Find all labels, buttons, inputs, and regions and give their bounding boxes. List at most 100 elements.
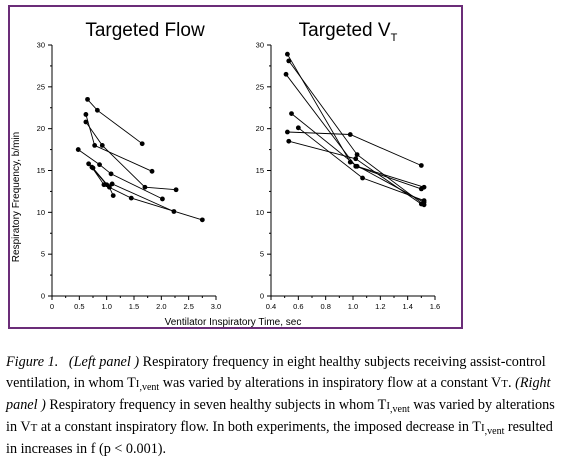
left-x-tick-label: 1.5 <box>129 302 139 311</box>
right-x-tick-label: 1.2 <box>375 302 385 311</box>
right-axes: 0 5 10 15 20 25 30 0.4 0.6 0.8 1.0 1.2 1.4 1.6 <box>256 41 441 312</box>
left-data-point <box>173 187 179 193</box>
left-x-tick-label: 1.0 <box>101 302 111 311</box>
right-data-point <box>421 184 427 190</box>
left-data-point <box>199 217 205 223</box>
left-series-line-4 <box>77 149 163 200</box>
right-panel-title: Targeted VT <box>299 20 398 44</box>
right-data-point <box>421 198 427 204</box>
left-data-point <box>92 143 98 148</box>
left-data-point <box>107 184 112 190</box>
caption-ti-sub-3: ,vent <box>484 426 505 437</box>
right-y-tick-label: 5 <box>260 250 264 259</box>
right-y-tick-label: 20 <box>256 124 264 133</box>
caption-ti-small-1: I <box>135 378 140 390</box>
caption-text-3: . <box>508 375 512 391</box>
left-data-point <box>149 168 155 174</box>
right-series-line-4 <box>291 113 425 188</box>
right-x-tick-label: 1.0 <box>348 302 358 311</box>
left-y-tick-label: 30 <box>37 41 45 50</box>
right-series-line-1 <box>287 53 425 203</box>
right-data-point <box>295 125 301 131</box>
caption-ti-sub-1: ,vent <box>139 382 160 393</box>
caption-figure-label: Figure 1. <box>6 354 59 370</box>
right-panel-title-main: Targeted V <box>299 20 391 41</box>
figure-charts: Targeted Flow Respiratory Frequency, b/m… <box>11 20 441 328</box>
left-y-tick-label: 0 <box>41 292 45 301</box>
left-x-tick-label: 0.5 <box>74 302 84 311</box>
left-data-point <box>97 162 102 168</box>
right-data-point <box>286 58 292 64</box>
left-y-tick-label: 15 <box>37 166 45 175</box>
right-series-line-3 <box>285 74 422 190</box>
caption-text-4: Respiratory frequency in seven healthy s… <box>49 397 387 413</box>
right-panel-title-sub: T <box>391 32 398 44</box>
right-x-tick-label: 1.6 <box>430 302 440 311</box>
left-data-point <box>83 112 89 117</box>
left-series-line-1 <box>87 99 143 145</box>
left-data-point <box>75 147 81 152</box>
left-series-line-6 <box>91 166 203 221</box>
right-y-tick-label: 10 <box>256 208 264 217</box>
left-data-point <box>83 119 89 125</box>
right-data-point <box>283 71 289 77</box>
right-data-point <box>354 163 360 169</box>
left-data-point <box>160 196 165 202</box>
left-y-tick-label: 20 <box>37 124 45 133</box>
caption-vt-small-1: T <box>501 378 509 390</box>
right-x-tick-label: 0.6 <box>293 302 303 311</box>
right-data-point <box>289 111 294 117</box>
right-plot-area <box>283 51 427 208</box>
caption-left-panel: (Left panel ) <box>68 354 140 370</box>
left-series-line-3 <box>85 121 177 191</box>
left-data-point <box>101 182 107 188</box>
left-data-point <box>86 161 92 167</box>
left-y-axis-label: Respiratory Frequency, b/min <box>11 132 22 262</box>
left-panel: Targeted Flow Respiratory Frequency, b/m… <box>11 20 301 328</box>
right-data-point <box>418 201 424 207</box>
left-data-point <box>99 143 105 148</box>
right-series-line-6 <box>298 127 425 202</box>
figure-caption: Figure 1. (Left panel ) Respiratory freq… <box>6 352 562 460</box>
left-data-point <box>139 141 145 147</box>
right-data-point <box>285 51 290 57</box>
right-data-point <box>286 138 292 144</box>
left-data-point <box>142 184 148 190</box>
caption-right-panel: (Right panel ) <box>6 375 551 413</box>
left-y-tick-label: 10 <box>37 208 45 217</box>
caption-text-2: was varied by alterations in inspiratory… <box>162 375 502 391</box>
right-x-tick-label: 0.8 <box>320 302 330 311</box>
right-panel: Targeted VT 0 5 10 15 20 25 30 0.4 0.6 0.8 1.0 1.2 1… <box>256 20 441 311</box>
right-data-point <box>347 132 353 137</box>
left-data-point <box>128 195 134 201</box>
left-series-line-5 <box>88 163 175 212</box>
left-data-point <box>90 165 96 171</box>
right-y-tick-label: 30 <box>256 41 264 50</box>
right-data-point <box>285 129 290 135</box>
caption-ti-small-3: I <box>480 422 485 434</box>
right-x-tick-label: 1.4 <box>402 302 412 311</box>
left-plot-area <box>75 96 205 223</box>
left-axes: 0 5 10 15 20 25 30 0 0.5 1.0 1.5 2.0 2.5 3.0 <box>37 41 222 312</box>
caption-ti-sub-2: ,vent <box>390 404 410 415</box>
right-y-tick-label: 15 <box>256 166 264 175</box>
left-x-tick-label: 3.0 <box>211 302 221 311</box>
right-data-point <box>418 163 424 168</box>
figure-frame <box>8 5 463 329</box>
left-x-tick-label: 2.0 <box>156 302 166 311</box>
left-x-tick-label: 0 <box>50 302 54 311</box>
right-data-point <box>360 175 365 181</box>
left-data-point <box>110 193 116 199</box>
left-data-point <box>108 171 114 177</box>
left-x-tick-label: 2.5 <box>183 302 193 311</box>
caption-text-5: was varied by alterations in V <box>6 397 555 435</box>
left-x-axis-label: Ventilator Inspiratory Time, sec <box>165 317 302 328</box>
caption-text-1: Respiratory frequency in eight healthy s… <box>6 354 546 391</box>
left-data-point <box>94 107 100 113</box>
left-y-tick-label: 25 <box>37 82 45 91</box>
right-data-point <box>354 152 360 158</box>
caption-ti-small-2: I <box>386 400 391 412</box>
left-data-point <box>85 96 90 102</box>
right-x-tick-label: 0.4 <box>266 302 276 311</box>
left-panel-title: Targeted Flow <box>85 20 205 41</box>
